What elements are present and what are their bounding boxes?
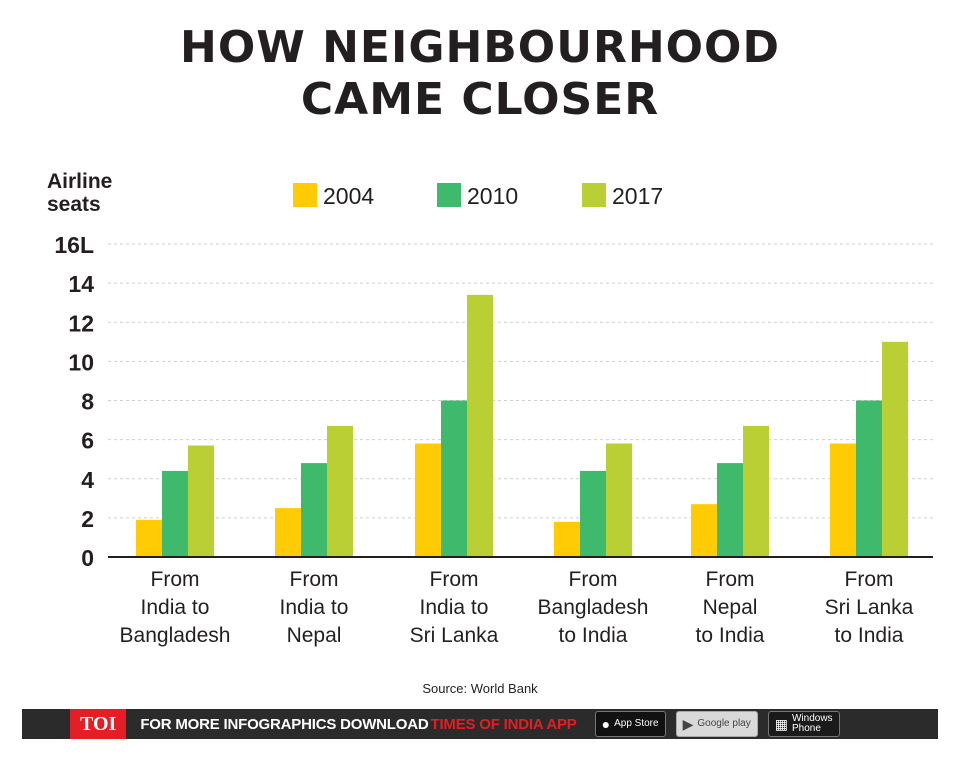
bar	[162, 470, 188, 557]
windows-label-2: Phone	[791, 723, 821, 734]
category-label: Bangladesh	[538, 596, 649, 619]
category-label: From	[706, 568, 755, 591]
bar	[467, 294, 493, 557]
category-label: to India	[696, 624, 765, 647]
bar	[554, 521, 580, 557]
footer-app-name: TIMES OF INDIA APP	[430, 715, 577, 733]
category-label: From	[290, 568, 339, 591]
title-line-1: HOW NEIGHBOURHOOD	[180, 22, 780, 73]
y-axis-label-line-1: Airline	[47, 170, 112, 193]
bar	[188, 445, 214, 557]
google-play-badge[interactable]: ▶ Google play	[675, 711, 758, 737]
category-label: India to	[141, 596, 210, 619]
category-label: India to	[280, 596, 349, 619]
bar	[882, 341, 908, 557]
category-label: From	[151, 568, 200, 591]
y-tick-label: 4	[81, 467, 94, 493]
category-label: Bangladesh	[120, 624, 231, 647]
windows-icon: ▦	[774, 716, 788, 732]
source-note: Source: World Bank	[422, 681, 538, 696]
category-label: From	[430, 568, 479, 591]
apple-icon: ●	[601, 716, 611, 732]
y-tick-label: 14	[68, 271, 94, 297]
legend-label: 2004	[323, 183, 374, 209]
category-label: to India	[559, 624, 628, 647]
windows-label-1: Windows	[791, 713, 833, 724]
category-label: Sri Lanka	[825, 596, 914, 619]
bar	[717, 463, 743, 557]
legend-swatch	[582, 183, 606, 207]
category-label: India to	[420, 596, 489, 619]
bar	[606, 443, 632, 557]
app-store-label: App Store	[614, 718, 659, 729]
category-label: Sri Lanka	[410, 624, 499, 647]
legend-swatch	[293, 183, 317, 207]
bar	[415, 443, 441, 557]
y-tick-label: 8	[81, 389, 94, 415]
y-tick-label: 0	[81, 545, 94, 571]
y-axis-label-line-2: seats	[47, 193, 101, 216]
toi-logo: TOI	[70, 709, 127, 739]
bar	[830, 443, 856, 557]
bar	[275, 508, 301, 557]
play-icon: ▶	[682, 716, 694, 732]
category-label: Nepal	[703, 596, 758, 619]
chart-title: HOW NEIGHBOURHOOD CAME CLOSER	[0, 22, 960, 126]
y-tick-label: 2	[81, 506, 94, 532]
y-tick-label: 6	[81, 428, 94, 454]
category-label: From	[569, 568, 618, 591]
title-line-2: CAME CLOSER	[300, 74, 660, 125]
category-label: From	[845, 568, 894, 591]
y-tick-label: 10	[68, 349, 94, 375]
bar	[441, 400, 467, 557]
legend-swatch	[437, 183, 461, 207]
google-play-label: Google play	[697, 718, 751, 729]
app-store-badge[interactable]: ● App Store	[594, 711, 666, 737]
bar	[301, 463, 327, 557]
bar	[136, 519, 162, 557]
windows-phone-badge[interactable]: ▦ Windows Phone	[767, 711, 840, 737]
footer-text: FOR MORE INFOGRAPHICS DOWNLOAD	[140, 715, 429, 733]
legend-label: 2010	[467, 183, 518, 209]
bar	[691, 504, 717, 557]
bar	[580, 470, 606, 557]
bar	[327, 425, 353, 557]
bar	[743, 425, 769, 557]
y-tick-label: 12	[68, 310, 94, 336]
bar	[856, 400, 882, 557]
category-label: Nepal	[287, 624, 342, 647]
footer-banner: TOI FOR MORE INFOGRAPHICS DOWNLOAD TIMES…	[22, 709, 938, 739]
y-tick-label: 16L	[54, 232, 94, 258]
category-label: to India	[835, 624, 904, 647]
legend-label: 2017	[612, 183, 663, 209]
